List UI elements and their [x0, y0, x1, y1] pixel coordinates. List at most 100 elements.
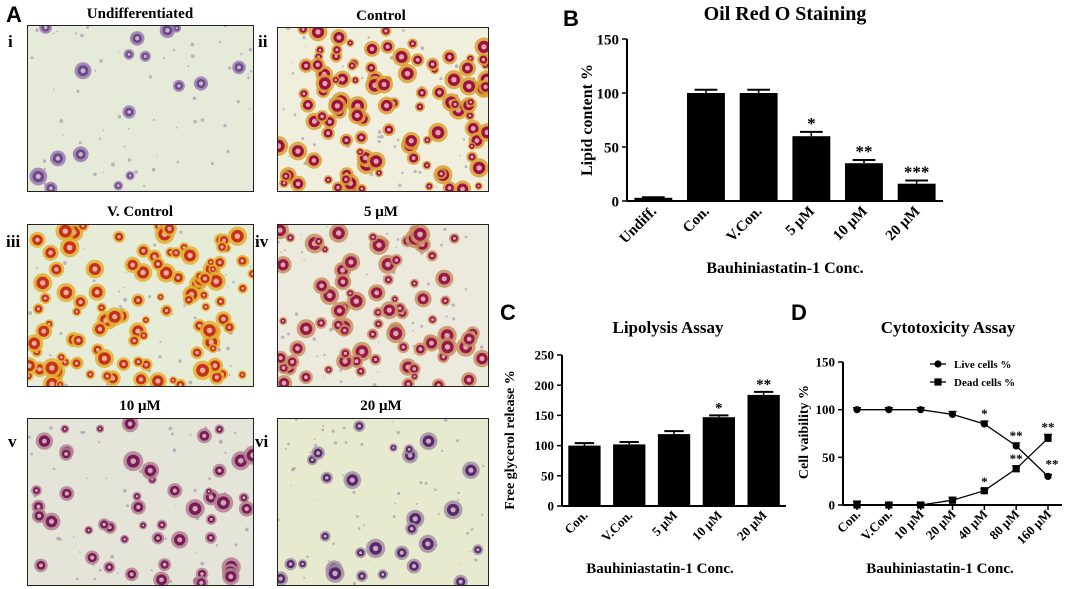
x-tick-label: 20 μM [734, 508, 770, 544]
droplet-center [315, 62, 320, 67]
significance-marker: * [715, 400, 723, 416]
droplet-center [217, 468, 222, 473]
debris-speck [278, 241, 280, 244]
debris-speck [240, 52, 243, 56]
debris-speck [250, 70, 253, 73]
droplet-center [376, 242, 382, 248]
debris-speck [56, 30, 59, 33]
droplet-center [187, 252, 193, 259]
droplet-center [36, 504, 41, 509]
droplet-center [426, 438, 431, 444]
droplet-center [290, 359, 295, 364]
bar [792, 136, 831, 201]
x-tick-label: 5 μM [783, 204, 818, 239]
droplet-center [399, 550, 404, 555]
droplet-center [474, 138, 480, 143]
debris-speck [402, 29, 405, 32]
droplet-center [371, 332, 375, 336]
y-tick-label: 50 [541, 468, 554, 483]
debris-speck [482, 464, 485, 468]
lipid-droplet [246, 449, 253, 462]
x-tick-label: V.Con. [724, 203, 766, 245]
droplet-center [316, 451, 320, 455]
debris-speck [293, 113, 297, 117]
debris-speck [331, 429, 335, 433]
droplet-center [484, 129, 488, 135]
debris-speck [481, 513, 484, 516]
debris-speck [175, 126, 178, 129]
debris-speck [302, 35, 306, 40]
debris-speck [344, 441, 348, 444]
data-point-dead [853, 501, 861, 509]
droplet-center [278, 227, 283, 233]
droplet-center [178, 383, 183, 386]
bar [739, 93, 778, 201]
droplet-center [295, 181, 301, 186]
droplet-center [112, 314, 118, 320]
debris-speck [457, 499, 459, 502]
roman-i: i [8, 32, 13, 51]
data-point-live [980, 420, 988, 428]
debris-speck [464, 165, 468, 169]
significance-marker: * [981, 474, 988, 489]
debris-speck [123, 297, 128, 302]
droplet-center [212, 363, 218, 368]
debris-speck [300, 234, 302, 236]
droplet-center [195, 350, 199, 355]
droplet-center [415, 58, 420, 62]
droplet-center [213, 278, 219, 284]
debris-speck [303, 259, 305, 261]
debris-speck [158, 355, 162, 359]
micrograph-20um-image [277, 418, 489, 586]
debris-speck [123, 145, 126, 148]
y-tick-label: 150 [535, 408, 555, 423]
x-tick-label: Con. [680, 203, 713, 236]
debris-speck [215, 544, 219, 547]
debris-speck [462, 138, 466, 141]
droplet-center [327, 119, 332, 124]
debris-speck [224, 451, 227, 454]
droplet-center [199, 580, 204, 585]
debris-speck [187, 65, 190, 68]
micrograph-title-5um: 5 μM [364, 204, 398, 220]
debris-speck [179, 230, 183, 234]
panel-letter-a: A [6, 2, 22, 27]
droplet-center [412, 516, 418, 522]
debris-speck [76, 89, 80, 93]
debris-speck [79, 551, 81, 553]
droplet-center [443, 299, 447, 303]
debris-speck [352, 490, 356, 494]
droplet-center [327, 292, 333, 299]
droplet-center [218, 260, 222, 265]
droplet-center [335, 48, 339, 52]
debris-speck [418, 170, 422, 174]
droplet-center [436, 383, 441, 386]
droplet-center [278, 576, 283, 581]
droplet-center [412, 367, 417, 371]
bar-chart-c: 0 50 100 150 200 250 Lipolysis Assay Bauhiniast… [503, 318, 786, 577]
debris-speck [228, 374, 231, 376]
roman-v: v [8, 432, 17, 451]
droplet-center [159, 295, 162, 299]
debris-speck [118, 290, 121, 293]
debris-speck [111, 162, 115, 167]
droplet-center [156, 262, 160, 266]
data-point-live [1044, 472, 1052, 480]
droplet-center [281, 366, 286, 370]
droplet-center [450, 507, 456, 513]
droplet-center [136, 505, 141, 510]
droplet-center [282, 319, 285, 323]
debris-speck [459, 154, 461, 157]
debris-speck [327, 559, 330, 562]
droplet-center [130, 458, 136, 464]
debris-speck [283, 249, 286, 252]
droplet-center [35, 174, 41, 179]
droplet-center [325, 476, 329, 480]
y-tick-label: 200 [535, 378, 555, 393]
droplet-center [359, 349, 365, 355]
y-tick-label: 100 [535, 438, 555, 453]
debris-speck [305, 45, 307, 47]
x-tick-label: Con. [561, 508, 590, 537]
debris-speck [52, 32, 55, 35]
debris-speck [192, 96, 197, 101]
